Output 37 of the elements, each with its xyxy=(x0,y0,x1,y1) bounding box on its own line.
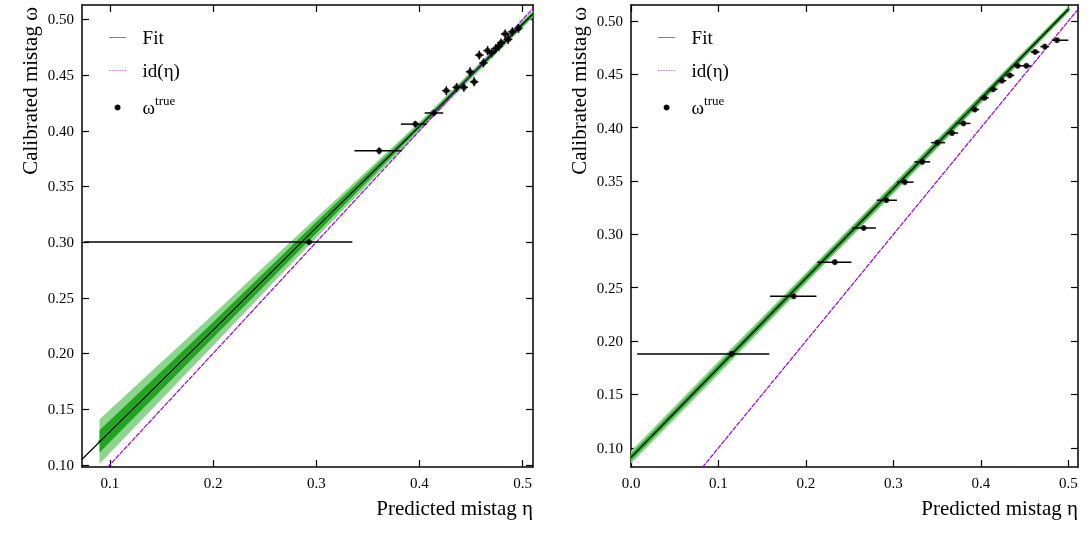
y-tick-label: 0.25 xyxy=(596,279,623,296)
y-tick-label: 0.45 xyxy=(47,67,74,84)
y-tick-label: 0.15 xyxy=(596,386,623,403)
y-tick-label: 0.30 xyxy=(596,226,623,243)
legend-label: Fit xyxy=(691,27,714,48)
x-tick-label: 0.4 xyxy=(971,474,991,491)
y-tick-label: 0.35 xyxy=(596,173,623,190)
x-axis-title: Predicted mistag η xyxy=(376,495,533,520)
legend-label: Fit xyxy=(142,27,165,48)
x-tick-label: 0.4 xyxy=(410,474,430,491)
legend-label: id(η) xyxy=(691,60,729,82)
y-tick-label: 0.50 xyxy=(47,11,74,28)
y-tick-label: 0.35 xyxy=(47,178,74,195)
y-tick-label: 0.45 xyxy=(596,66,623,83)
y-tick-label: 0.40 xyxy=(47,122,74,139)
y-axis-title: Calibrated mistag ω xyxy=(17,7,42,175)
y-tick-label: 0.10 xyxy=(47,456,74,473)
y-tick-label: 0.20 xyxy=(47,345,74,362)
y-tick-label: 0.50 xyxy=(596,13,623,29)
y-tick-label: 0.10 xyxy=(596,439,623,456)
x-tick-label: 0.2 xyxy=(796,474,816,491)
x-axis-title: Predicted mistag η xyxy=(921,495,1078,520)
x-tick-label: 0.2 xyxy=(203,474,223,491)
x-tick-label: 0.3 xyxy=(306,474,326,491)
y-tick-label: 0.20 xyxy=(596,333,623,350)
x-tick-label: 0.3 xyxy=(884,474,903,491)
x-tick-label: 0.5 xyxy=(513,474,533,491)
y-tick-label: 0.15 xyxy=(47,401,74,418)
x-tick-label: 0.1 xyxy=(100,474,120,491)
y-tick-label: 0.30 xyxy=(47,234,74,251)
y-axis-title: Calibrated mistag ω xyxy=(566,7,591,175)
y-tick-label: 0.40 xyxy=(596,119,623,136)
x-tick-label: 0.0 xyxy=(621,474,641,491)
x-tick-label: 0.1 xyxy=(709,474,728,491)
y-tick-label: 0.25 xyxy=(47,289,74,306)
x-tick-label: 0.5 xyxy=(1059,474,1078,491)
legend-label: id(η) xyxy=(142,60,180,82)
